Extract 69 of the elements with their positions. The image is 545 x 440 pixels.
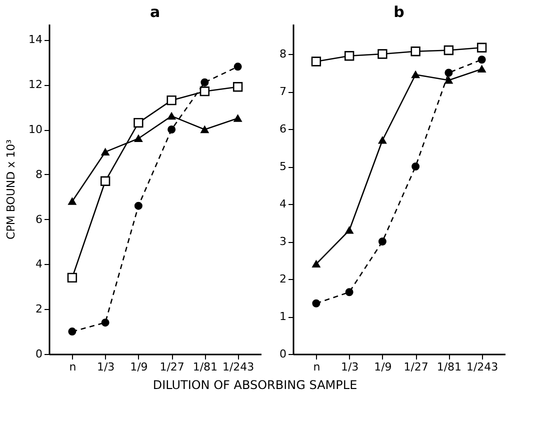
point bbox=[378, 136, 386, 144]
y-tick-label: 5 bbox=[280, 160, 286, 173]
point bbox=[67, 272, 78, 283]
y-tick-label: 10 bbox=[28, 123, 42, 136]
x-tick-label: n bbox=[69, 360, 76, 374]
y-tick-label: 4 bbox=[36, 258, 42, 271]
point bbox=[345, 288, 354, 296]
point bbox=[344, 51, 354, 61]
x-tick-label: 1/81 bbox=[436, 360, 462, 374]
point bbox=[234, 62, 242, 71]
y-tick-label: 0 bbox=[36, 348, 42, 360]
y-tick-label: 12 bbox=[28, 78, 42, 92]
x-axis-title: DILUTION OF ABSORBING SAMPLE bbox=[152, 378, 358, 392]
y-tick-label: 4 bbox=[280, 198, 286, 210]
point bbox=[134, 118, 144, 128]
x-tick-label: 1/9 bbox=[374, 360, 392, 374]
point bbox=[412, 71, 420, 78]
point bbox=[168, 126, 176, 134]
y-tick-label: 1 bbox=[280, 310, 286, 323]
point bbox=[68, 198, 76, 205]
y-tick-label: 0 bbox=[280, 348, 286, 360]
y-axis-title: CPM BOUND x 10³ bbox=[4, 140, 18, 240]
point bbox=[412, 162, 420, 170]
point bbox=[101, 148, 110, 156]
y-tick-label: 14 bbox=[28, 33, 42, 46]
point bbox=[68, 328, 76, 336]
point bbox=[100, 176, 110, 186]
y-tick-label: 3 bbox=[280, 235, 286, 248]
point bbox=[166, 95, 176, 106]
y-tick-label: 6 bbox=[280, 122, 286, 136]
x-tick-label: 1/27 bbox=[160, 360, 184, 374]
point bbox=[478, 56, 486, 64]
point bbox=[312, 299, 320, 308]
x-tick-label: n bbox=[313, 360, 320, 374]
y-tick-label: 7 bbox=[280, 85, 286, 98]
point bbox=[345, 226, 354, 234]
x-tick-label: 1/81 bbox=[192, 360, 218, 374]
point bbox=[134, 202, 142, 210]
y-tick-label: 2 bbox=[36, 302, 42, 316]
point bbox=[200, 86, 210, 96]
chart-title: b bbox=[394, 3, 405, 21]
point bbox=[444, 76, 453, 84]
point bbox=[101, 318, 110, 327]
point bbox=[200, 78, 209, 86]
y-tick-label: 8 bbox=[36, 168, 42, 181]
point bbox=[378, 238, 386, 246]
x-tick-label: 1/3 bbox=[96, 360, 115, 374]
x-tick-label: 1/243 bbox=[222, 360, 254, 374]
point bbox=[232, 82, 243, 92]
y-tick-label: 6 bbox=[36, 212, 42, 226]
point bbox=[168, 112, 176, 120]
point bbox=[200, 126, 209, 134]
point bbox=[478, 65, 486, 73]
point bbox=[312, 260, 320, 268]
point bbox=[444, 45, 454, 56]
x-tick-label: 1/9 bbox=[130, 360, 148, 374]
point bbox=[476, 42, 487, 52]
point bbox=[234, 114, 242, 122]
y-tick-label: 2 bbox=[280, 272, 286, 286]
x-tick-label: 1/3 bbox=[340, 360, 359, 374]
y-tick-label: 8 bbox=[280, 48, 286, 60]
point bbox=[378, 49, 388, 59]
point bbox=[134, 134, 142, 142]
point bbox=[410, 46, 420, 56]
x-tick-label: 1/243 bbox=[466, 360, 498, 374]
chart-title: a bbox=[150, 3, 160, 21]
point bbox=[444, 68, 453, 77]
x-tick-label: 1/27 bbox=[404, 360, 428, 374]
point bbox=[311, 56, 322, 66]
